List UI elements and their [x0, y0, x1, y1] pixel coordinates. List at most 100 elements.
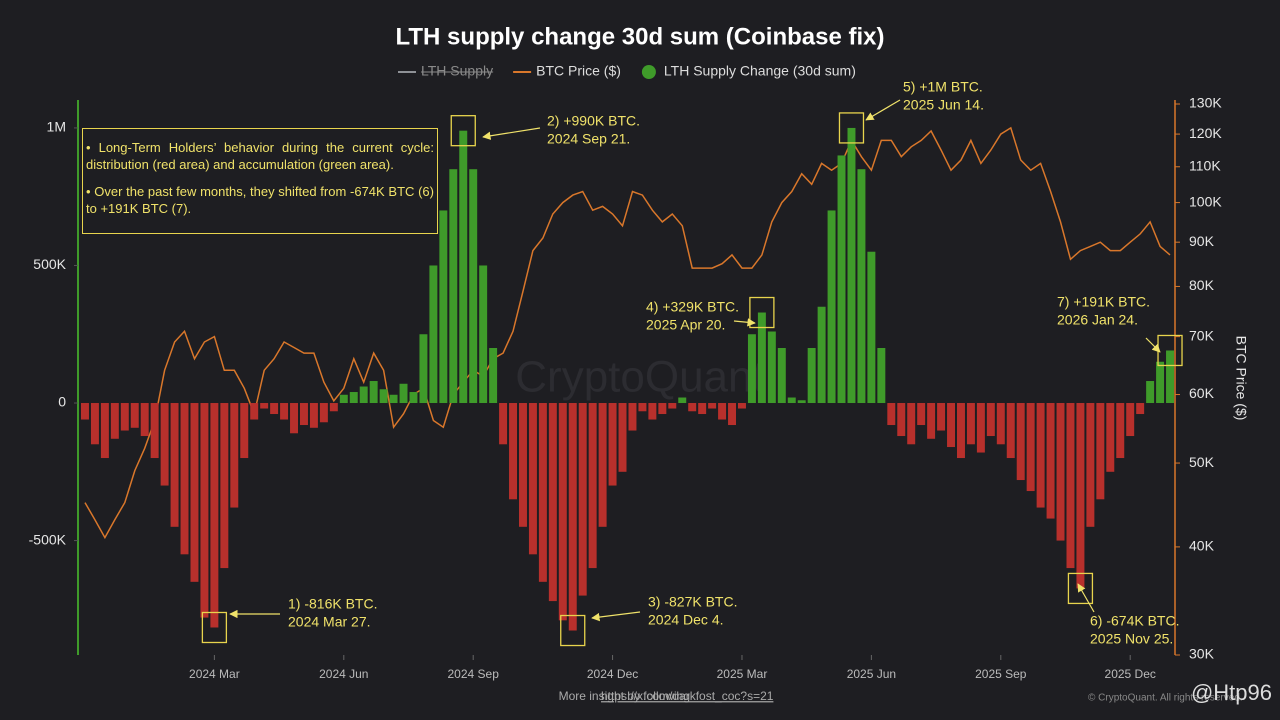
bar: [220, 403, 229, 569]
y2-tick-label: 80K: [1189, 277, 1215, 293]
bar: [777, 348, 786, 404]
y2-tick-label: 90K: [1189, 233, 1215, 249]
bar: [270, 403, 279, 415]
bar: [399, 383, 408, 404]
note-box: • Long-Term Holders’ behavior during the…: [82, 128, 438, 234]
callout-text: 2024 Mar 27.: [288, 614, 371, 630]
bar: [767, 331, 776, 404]
bar: [509, 403, 518, 500]
bar: [917, 403, 926, 426]
bar: [558, 403, 567, 621]
bar: [479, 265, 488, 404]
callout-text: 2026 Jan 24.: [1057, 312, 1138, 328]
bar: [986, 403, 995, 437]
bar: [678, 397, 687, 404]
x-tick-label: 2025 Dec: [1105, 667, 1156, 681]
bar: [459, 130, 468, 404]
bar: [877, 348, 886, 404]
callout-text: 2) +990K BTC.: [547, 113, 640, 129]
bar: [847, 127, 856, 404]
callout-box: [560, 614, 586, 647]
x-tick-label: 2025 Sep: [975, 667, 1027, 681]
bar: [668, 403, 677, 409]
y-tick-label: -500K: [29, 531, 67, 547]
bar: [747, 334, 756, 404]
callout-box: [749, 296, 775, 329]
bar: [996, 403, 1005, 445]
bar: [349, 392, 358, 404]
bar: [240, 403, 249, 459]
bar: [618, 403, 627, 472]
bar: [90, 403, 99, 445]
callout-text: 2025 Jun 14.: [903, 97, 984, 113]
x-tick-label: 2024 Jun: [319, 667, 368, 681]
bar: [1156, 361, 1165, 404]
bar: [200, 403, 209, 618]
bar: [1106, 403, 1115, 472]
bar: [1126, 403, 1135, 437]
bar: [329, 403, 338, 412]
legend-label: LTH Supply Change (30d sum): [664, 63, 856, 79]
bar: [489, 348, 498, 404]
bar: [956, 403, 965, 459]
y2-tick-label: 110K: [1189, 157, 1221, 173]
x-tick-label: 2024 Dec: [587, 667, 638, 681]
bar: [260, 403, 269, 409]
bar: [379, 389, 388, 404]
footer: More insight by following: [559, 689, 690, 703]
bar: [976, 403, 985, 453]
bar: [80, 403, 89, 420]
bar: [429, 265, 438, 404]
bar: [887, 403, 896, 426]
bar: [389, 394, 398, 404]
bar: [140, 403, 149, 437]
bar: [797, 400, 806, 404]
bar: [867, 251, 876, 404]
bar: [548, 403, 557, 602]
bar: [817, 306, 826, 404]
y-tick-label: 1M: [47, 119, 66, 135]
footer-link[interactable]: https://x.com/darkfost_coc?s=21: [601, 689, 774, 703]
credit: © CryptoQuant. All rights reserved.: [1088, 693, 1243, 704]
callout-box: [1067, 572, 1094, 605]
x-tick-label: 2025 Jun: [847, 667, 896, 681]
callout-arrow: [482, 127, 541, 140]
bar: [1016, 403, 1025, 481]
bar: [290, 403, 299, 434]
watermark: CryptoQuant: [515, 353, 764, 402]
x-tick-label: 2024 Sep: [448, 667, 500, 681]
x-tick-label: 2025 Mar: [717, 667, 768, 681]
bar: [1166, 350, 1175, 404]
bar: [1066, 403, 1075, 569]
callout-arrow: [591, 611, 641, 622]
bar: [1076, 403, 1085, 589]
callout-box: [450, 115, 476, 147]
callout-text: 2024 Dec 4.: [648, 612, 724, 628]
callout-arrow: [1145, 337, 1161, 353]
bar: [1026, 403, 1035, 492]
price-line: [84, 126, 1171, 540]
bar: [1056, 403, 1065, 541]
bar: [757, 312, 766, 404]
bar: [469, 169, 478, 404]
bar: [538, 403, 547, 582]
bar: [100, 403, 109, 459]
y2-tick-label: 50K: [1189, 454, 1215, 470]
callout-text: 2025 Apr 20.: [646, 317, 725, 333]
bar: [299, 403, 308, 426]
bar: [1046, 403, 1055, 519]
bar: [937, 403, 946, 431]
bar: [628, 403, 637, 431]
bar: [728, 403, 737, 426]
callout-text: 7) +191K BTC.: [1057, 294, 1150, 310]
legend-label: BTC Price ($): [536, 63, 621, 79]
bar: [110, 403, 119, 439]
y2-tick-label: 100K: [1189, 193, 1222, 209]
y2-tick-label: 30K: [1189, 646, 1215, 662]
bar: [250, 403, 259, 420]
bar: [737, 403, 746, 409]
bar: [638, 403, 647, 412]
callout-arrow: [1077, 583, 1095, 613]
y2-axis-label: BTC Price ($): [1233, 336, 1249, 421]
